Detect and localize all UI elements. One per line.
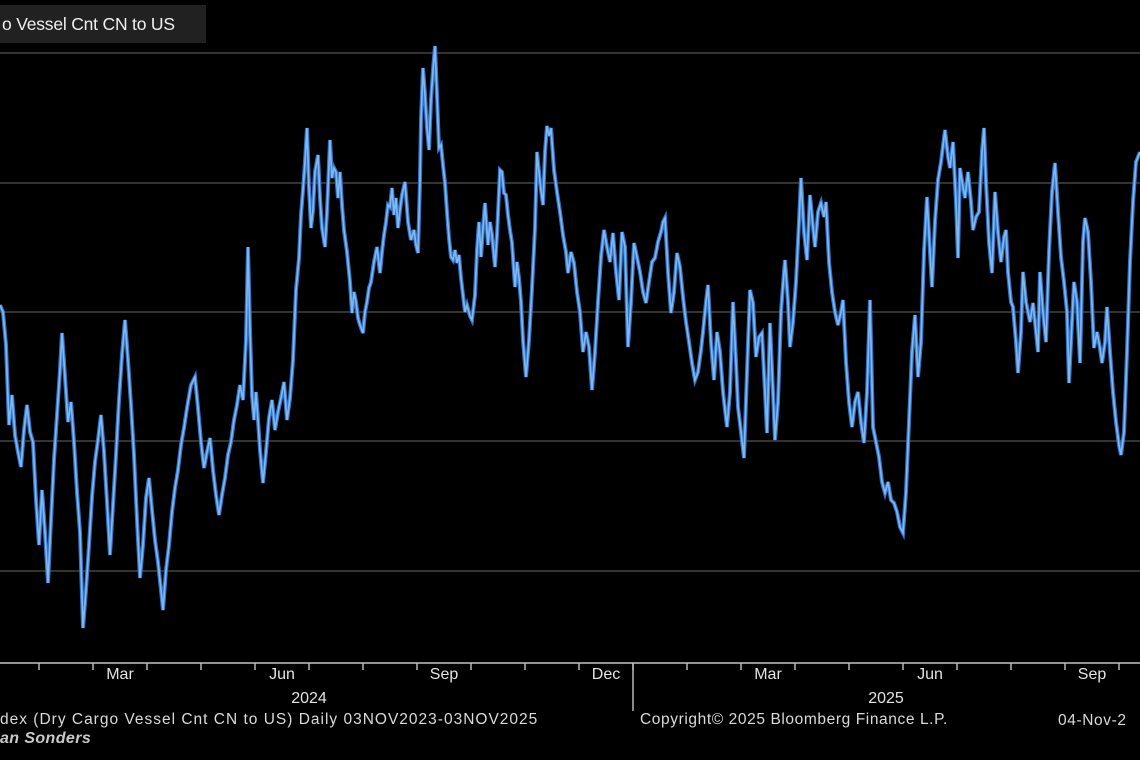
x-axis-year-label: 2025	[868, 690, 904, 707]
x-axis-month-label: Mar	[754, 666, 782, 683]
x-axis-month-label: Mar	[106, 666, 134, 683]
footer-date-stamp: 04-Nov-2	[1058, 712, 1127, 729]
price-line-highlight	[0, 45, 1140, 629]
x-axis-month-label: Jun	[917, 666, 943, 683]
price-line	[0, 45, 1140, 629]
footer-attribution: an Sonders	[0, 730, 92, 747]
x-axis-month-label: Sep	[429, 666, 459, 683]
x-axis-month-label: Sep	[1077, 666, 1107, 683]
x-axis-month-label: Dec	[591, 666, 621, 683]
x-axis-year-label: 2024	[291, 690, 327, 707]
x-axis-month-label: Jun	[269, 666, 295, 683]
series-legend-label[interactable]: o Vessel Cnt CN to US	[0, 5, 206, 43]
footer-copyright: Copyright© 2025 Bloomberg Finance L.P.	[640, 711, 948, 728]
footer-security-description: dex (Dry Cargo Vessel Cnt CN to US) Dail…	[0, 711, 539, 728]
